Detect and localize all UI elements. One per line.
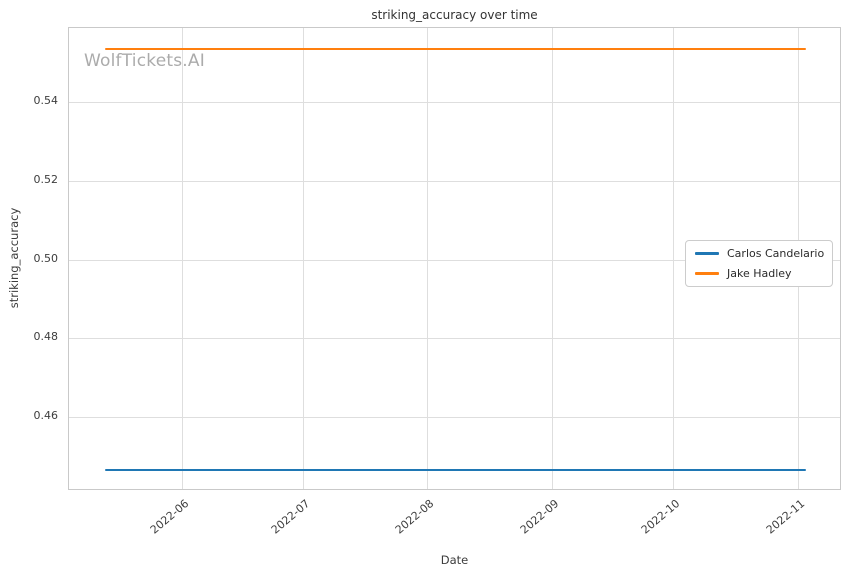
- legend-label: Carlos Candelario: [727, 247, 825, 260]
- vertical-gridline: [181, 28, 183, 489]
- x-tick-label: 2022-11: [763, 497, 808, 537]
- horizontal-gridline: [69, 259, 840, 261]
- x-tick-label: 2022-06: [147, 497, 192, 537]
- series-line-jake-hadley: [105, 47, 806, 50]
- line-swatch-icon: [695, 252, 719, 255]
- y-tick-label: 0.50: [33, 251, 59, 265]
- vertical-gridline: [552, 28, 554, 489]
- horizontal-gridline: [69, 101, 840, 103]
- series-line-carlos-candelario: [105, 469, 806, 472]
- vertical-gridline: [672, 28, 674, 489]
- watermark: WolfTickets.AI: [84, 51, 205, 71]
- x-tick-label: 2022-09: [517, 497, 562, 537]
- x-tick-label: 2022-08: [393, 497, 437, 537]
- x-tick-label: 2022-10: [638, 497, 683, 537]
- vertical-gridline: [302, 28, 304, 489]
- horizontal-gridline: [69, 338, 840, 340]
- legend-item-carlos-candelario: Carlos Candelario: [695, 246, 824, 261]
- x-axis-label: Date: [440, 553, 469, 567]
- horizontal-gridline: [69, 417, 840, 419]
- legend-item-jake-hadley: Jake Hadley: [695, 266, 824, 281]
- y-tick-label: 0.46: [33, 409, 59, 423]
- legend-label: Jake Hadley: [727, 267, 792, 280]
- vertical-gridline: [427, 28, 429, 489]
- y-tick-label: 0.48: [33, 330, 59, 344]
- legend: Carlos Candelario Jake Hadley: [685, 240, 833, 287]
- y-tick-label: 0.54: [33, 93, 59, 107]
- y-tick-label: 0.52: [33, 172, 59, 186]
- chart-title: striking_accuracy over time: [371, 8, 538, 22]
- line-swatch-icon: [695, 272, 719, 275]
- horizontal-gridline: [69, 180, 840, 182]
- x-tick-label: 2022-07: [268, 497, 312, 537]
